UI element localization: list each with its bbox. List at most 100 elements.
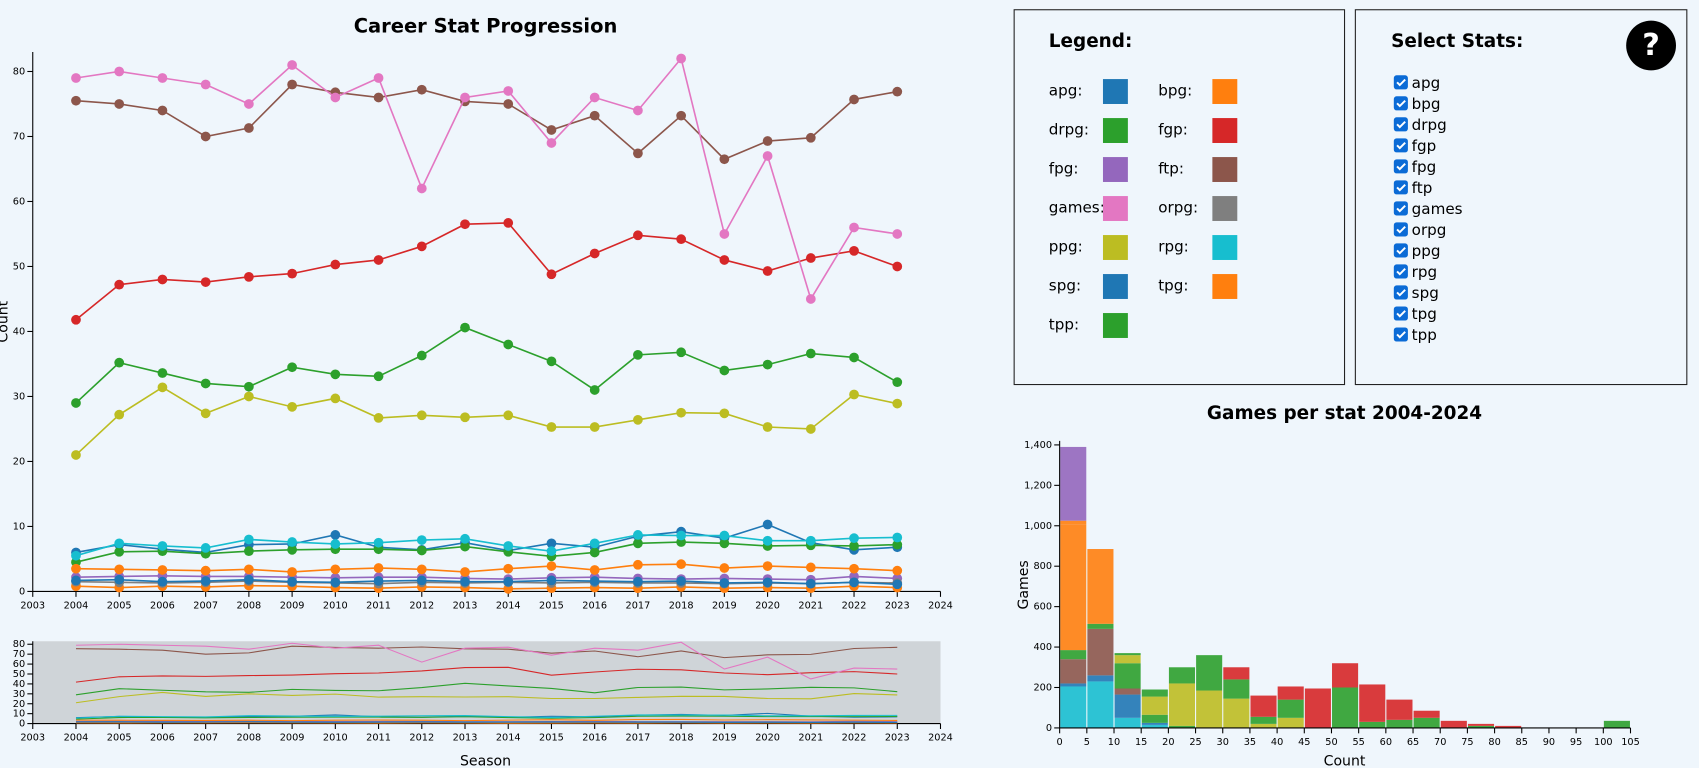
data-point[interactable] xyxy=(287,60,297,70)
data-point[interactable] xyxy=(805,535,816,546)
data-point[interactable] xyxy=(719,408,730,419)
data-point[interactable] xyxy=(244,381,254,392)
data-point[interactable] xyxy=(676,407,687,418)
data-point[interactable] xyxy=(373,255,384,265)
data-point[interactable] xyxy=(287,567,297,577)
data-point[interactable] xyxy=(287,79,297,90)
data-point[interactable] xyxy=(589,538,600,549)
data-point[interactable] xyxy=(719,154,730,165)
data-point[interactable] xyxy=(633,105,643,116)
data-point[interactable] xyxy=(805,424,816,434)
data-point[interactable] xyxy=(373,537,384,548)
data-point[interactable] xyxy=(589,565,600,575)
checkbox-check[interactable] xyxy=(1396,183,1406,192)
data-point[interactable] xyxy=(849,563,859,574)
data-point[interactable] xyxy=(546,138,557,148)
data-point[interactable] xyxy=(244,99,254,109)
data-point[interactable] xyxy=(157,382,168,393)
data-point[interactable] xyxy=(460,576,470,587)
data-point[interactable] xyxy=(805,132,816,143)
data-point[interactable] xyxy=(719,229,730,239)
checkbox[interactable] xyxy=(1393,138,1408,153)
data-point[interactable] xyxy=(762,136,773,146)
data-point[interactable] xyxy=(373,563,384,573)
data-point[interactable] xyxy=(633,559,643,570)
data-point[interactable] xyxy=(589,248,600,259)
checkbox-check[interactable] xyxy=(1396,120,1406,129)
data-point[interactable] xyxy=(633,349,643,360)
data-point[interactable] xyxy=(503,99,514,109)
data-point[interactable] xyxy=(330,539,341,549)
data-point[interactable] xyxy=(633,148,643,159)
data-point[interactable] xyxy=(71,73,81,83)
data-point[interactable] xyxy=(546,561,557,571)
data-point[interactable] xyxy=(330,577,341,588)
data-point[interactable] xyxy=(633,230,643,241)
data-point[interactable] xyxy=(244,123,254,133)
checkbox[interactable] xyxy=(1393,75,1408,90)
data-point[interactable] xyxy=(460,412,470,423)
data-point[interactable] xyxy=(546,575,557,586)
data-point[interactable] xyxy=(157,576,168,587)
data-point[interactable] xyxy=(589,385,600,395)
data-point[interactable] xyxy=(287,268,297,279)
checkbox-check[interactable] xyxy=(1396,99,1406,108)
data-point[interactable] xyxy=(330,530,341,540)
data-point[interactable] xyxy=(460,92,470,103)
data-point[interactable] xyxy=(762,535,773,546)
checkbox-label[interactable]: ppg xyxy=(1412,242,1441,260)
checkbox[interactable] xyxy=(1393,222,1408,237)
checkbox-check[interactable] xyxy=(1396,310,1406,318)
checkbox-label[interactable]: drpg xyxy=(1412,116,1447,134)
checkbox-check[interactable] xyxy=(1396,205,1406,213)
data-point[interactable] xyxy=(460,533,470,544)
data-point[interactable] xyxy=(330,393,341,404)
checkbox-label[interactable]: tpp xyxy=(1412,326,1437,344)
checkbox-label[interactable]: spg xyxy=(1412,284,1439,302)
data-point[interactable] xyxy=(200,79,211,90)
data-point[interactable] xyxy=(676,347,687,358)
data-point[interactable] xyxy=(762,359,773,370)
data-point[interactable] xyxy=(416,350,427,361)
data-point[interactable] xyxy=(676,559,687,570)
checkbox-check[interactable] xyxy=(1396,289,1406,297)
checkbox[interactable] xyxy=(1393,180,1408,195)
help-button[interactable] xyxy=(1626,20,1676,71)
data-point[interactable] xyxy=(71,450,81,460)
data-point[interactable] xyxy=(200,565,211,576)
data-point[interactable] xyxy=(719,530,730,541)
data-point[interactable] xyxy=(157,565,168,575)
checkbox[interactable] xyxy=(1393,264,1408,279)
data-point[interactable] xyxy=(546,422,557,432)
data-point[interactable] xyxy=(503,541,514,551)
data-point[interactable] xyxy=(460,541,470,552)
data-point[interactable] xyxy=(244,534,254,545)
data-point[interactable] xyxy=(633,538,643,549)
checkbox-label[interactable]: fgp xyxy=(1412,137,1437,155)
data-point[interactable] xyxy=(676,530,687,541)
data-point[interactable] xyxy=(114,546,125,557)
data-point[interactable] xyxy=(719,563,730,573)
data-point[interactable] xyxy=(460,322,470,333)
data-point[interactable] xyxy=(546,356,557,367)
data-point[interactable] xyxy=(805,253,816,263)
data-point[interactable] xyxy=(71,563,81,574)
data-point[interactable] xyxy=(849,222,859,233)
data-point[interactable] xyxy=(589,547,600,558)
data-point[interactable] xyxy=(157,274,168,285)
checkbox-label[interactable]: fpg xyxy=(1412,158,1437,176)
data-point[interactable] xyxy=(244,546,254,557)
data-point[interactable] xyxy=(416,545,427,556)
data-point[interactable] xyxy=(71,550,81,561)
data-point[interactable] xyxy=(287,537,297,547)
data-point[interactable] xyxy=(892,261,903,272)
data-point[interactable] xyxy=(200,543,211,553)
checkbox[interactable] xyxy=(1393,243,1408,258)
data-point[interactable] xyxy=(114,279,125,290)
data-point[interactable] xyxy=(892,565,903,576)
data-point[interactable] xyxy=(244,391,254,402)
checkbox-label[interactable]: orpg xyxy=(1412,221,1447,239)
checkbox-label[interactable]: bpg xyxy=(1412,95,1441,113)
data-point[interactable] xyxy=(373,413,384,423)
data-point[interactable] xyxy=(114,574,125,585)
